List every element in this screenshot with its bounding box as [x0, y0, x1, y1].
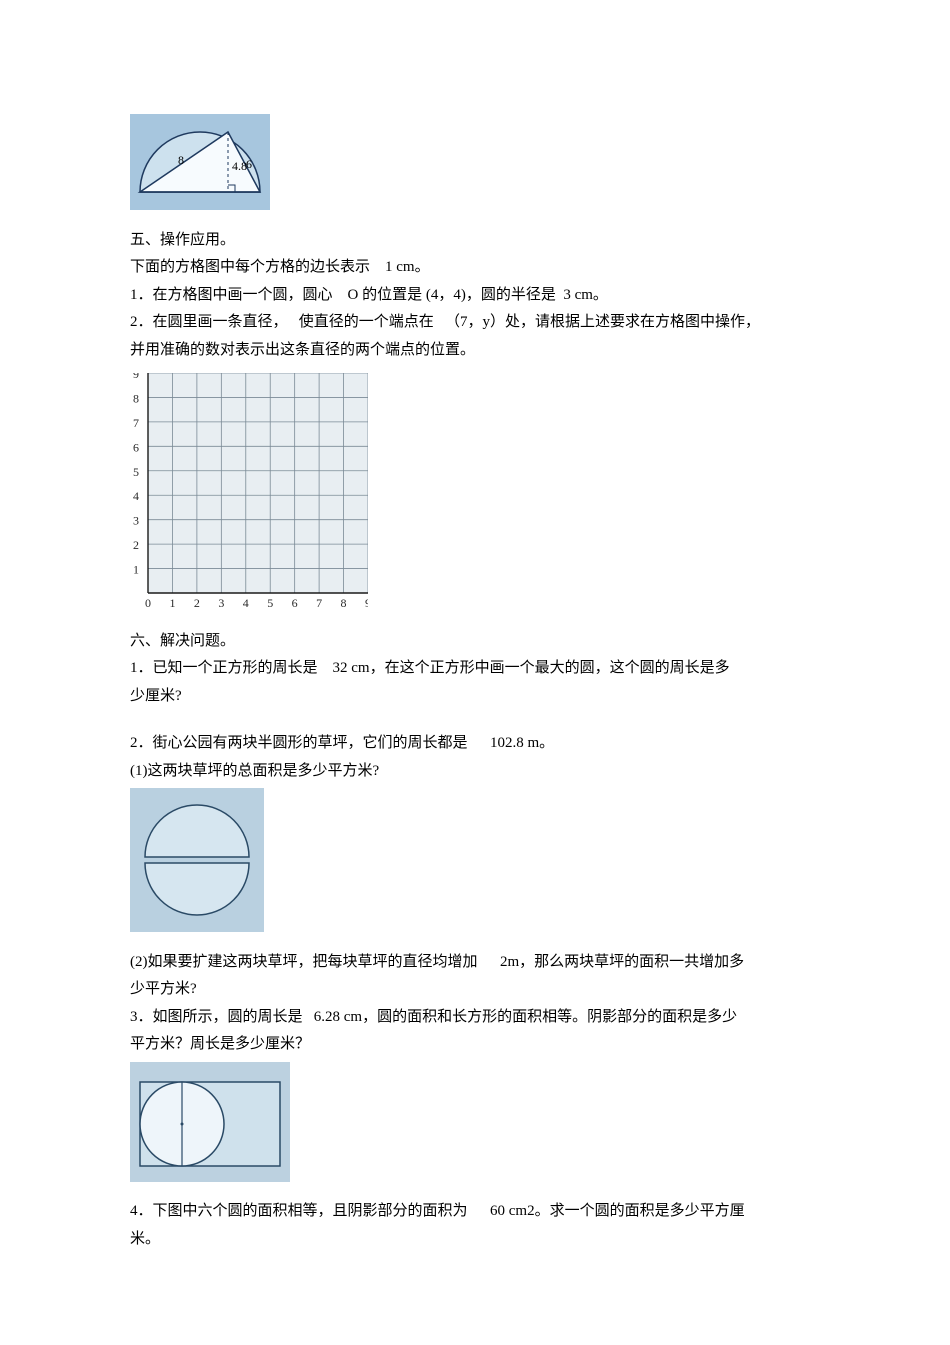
svg-text:2: 2 [133, 538, 139, 552]
svg-text:3: 3 [133, 514, 139, 528]
figure-semicircle-triangle: 84.86 [130, 114, 820, 220]
svg-text:7: 7 [316, 596, 322, 610]
svg-text:4: 4 [133, 489, 139, 503]
section5-q2-line2: 并用准确的数对表示出这条直径的两个端点的位置。 [130, 338, 820, 364]
svg-text:6: 6 [133, 440, 139, 454]
q6-4: 4．下图中六个圆的面积相等，且阴影部分的面积为 60 cm2。求一个圆的面积是多… [130, 1199, 820, 1225]
q6-2: 2．街心公园有两块半圆形的草坪，它们的周长都是 102.8 m。 [130, 731, 820, 757]
q6-1-line2: 少厘米? [130, 684, 820, 710]
q6-2-a: 2．街心公园有两块半圆形的草坪，它们的周长都是 [130, 735, 468, 751]
figure-circle-rect [130, 1062, 820, 1192]
svg-text:3: 3 [218, 596, 224, 610]
figure-grid: 1 2 3 4 5 6 7 8 9 0 1 2 3 4 5 6 7 8 9 [130, 373, 820, 621]
q6-2-sub2-b: 2m，那么两块草坪的面积一共增加多 [500, 954, 744, 970]
svg-text:1: 1 [133, 563, 139, 577]
svg-text:4: 4 [243, 596, 249, 610]
spacer [130, 711, 820, 729]
svg-text:0: 0 [145, 596, 151, 610]
q6-2-sub2: (2)如果要扩建这两块草坪，把每块草坪的直径均增加 2m，那么两块草坪的面积一共… [130, 950, 820, 976]
section5-title: 五、操作应用。 [130, 228, 820, 254]
section5-q1-c: 3 cm。 [563, 287, 608, 303]
q6-1-b: 32 cm，在这个正方形中画一个最大的圆，这个圆的周长是多 [333, 660, 730, 676]
grid-svg: 1 2 3 4 5 6 7 8 9 0 1 2 3 4 5 6 7 8 9 [130, 373, 368, 611]
svg-text:6: 6 [246, 157, 252, 171]
svg-text:8: 8 [178, 153, 184, 167]
q6-3-b: 6.28 cm，圆的面积和长方形的面积相等。阴影部分的面积是多少 [314, 1009, 737, 1025]
q6-3-line2: 平方米？周长是多少厘米？ [130, 1032, 820, 1058]
svg-text:5: 5 [267, 596, 273, 610]
section5-q1: 1．在方格图中画一个圆，圆心 O 的位置是 (4，4)，圆的半径是 3 cm。 [130, 283, 820, 309]
fig2-svg [130, 788, 264, 932]
section5-intro-a: 下面的方格图中每个方格的边长表示 [130, 259, 370, 275]
section5-intro-b: 1 cm。 [385, 259, 430, 275]
section5-q2-a: 2．在圆里画一条直径， [130, 314, 288, 330]
q6-2-b: 102.8 m。 [490, 735, 554, 751]
q6-4-a: 4．下图中六个圆的面积相等，且阴影部分的面积为 [130, 1203, 468, 1219]
fig3-svg [130, 1062, 290, 1182]
svg-text:8: 8 [133, 391, 139, 405]
svg-text:1: 1 [169, 596, 175, 610]
svg-text:2: 2 [194, 596, 200, 610]
svg-text:8: 8 [341, 596, 347, 610]
fig1-svg: 84.86 [130, 114, 270, 210]
section5-q1-b: O 的位置是 (4，4)，圆的半径是 [348, 287, 556, 303]
svg-text:5: 5 [133, 465, 139, 479]
section5-q1-a: 1．在方格图中画一个圆，圆心 [130, 287, 333, 303]
document-page: 84.86 五、操作应用。 下面的方格图中每个方格的边长表示 1 cm。 1．在… [0, 0, 950, 1334]
q6-2-sub1: (1)这两块草坪的总面积是多少平方米? [130, 759, 820, 785]
svg-text:6: 6 [292, 596, 298, 610]
q6-1: 1．已知一个正方形的周长是 32 cm，在这个正方形中画一个最大的圆，这个圆的周… [130, 656, 820, 682]
svg-text:9: 9 [365, 596, 368, 610]
q6-3: 3．如图所示，圆的周长是 6.28 cm，圆的面积和长方形的面积相等。阴影部分的… [130, 1005, 820, 1031]
figure-two-semicircles [130, 788, 820, 942]
q6-2-sub2-line2: 少平方米? [130, 977, 820, 1003]
q6-1-a: 1．已知一个正方形的周长是 [130, 660, 318, 676]
section5-q2: 2．在圆里画一条直径， 使直径的一个端点在 （7，y）处，请根据上述要求在方格图… [130, 310, 820, 336]
q6-4-line2: 米。 [130, 1227, 820, 1253]
svg-text:4.8: 4.8 [232, 159, 247, 173]
q6-4-b: 60 cm2。求一个圆的面积是多少平方厘 [490, 1203, 745, 1219]
svg-text:7: 7 [133, 416, 139, 430]
section5-q2-c: （7，y）处，请根据上述要求在方格图中操作， [445, 314, 760, 330]
section5-q2-b: 使直径的一个端点在 [299, 314, 434, 330]
section6-title: 六、解决问题。 [130, 629, 820, 655]
section5-intro: 下面的方格图中每个方格的边长表示 1 cm。 [130, 255, 820, 281]
q6-3-a: 3．如图所示，圆的周长是 [130, 1009, 303, 1025]
svg-text:9: 9 [133, 373, 139, 381]
q6-2-sub2-a: (2)如果要扩建这两块草坪，把每块草坪的直径均增加 [130, 954, 478, 970]
